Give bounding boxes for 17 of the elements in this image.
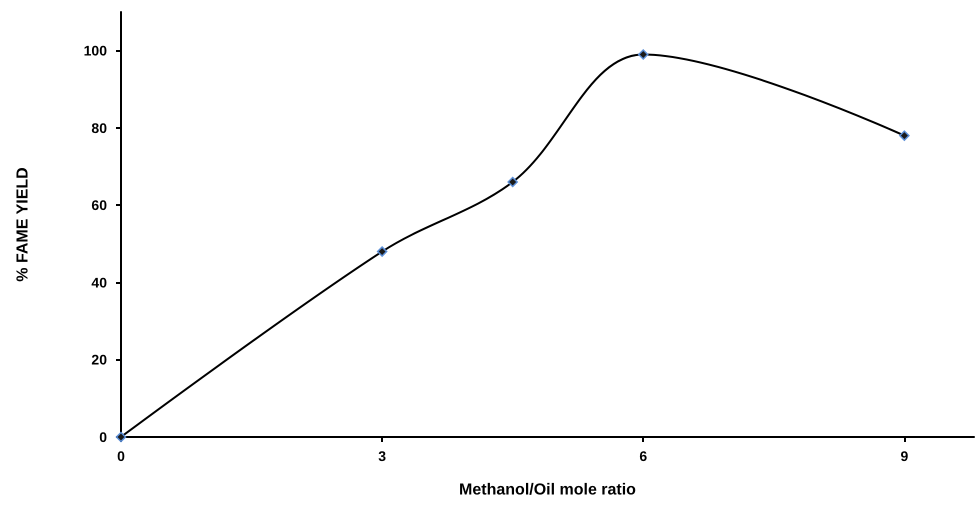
x-tick-label: 3 xyxy=(378,448,386,464)
y-tick-label: 60 xyxy=(91,197,108,214)
y-tick-label: 0 xyxy=(99,429,108,445)
y-tick-label: 40 xyxy=(91,274,108,290)
point xyxy=(376,246,388,257)
x-axis-title: Methanol/Oil mole ratio xyxy=(459,482,636,498)
y-axis-title: % FAME YIELD xyxy=(14,167,32,282)
x-tick-label: 0 xyxy=(117,448,126,464)
x-tick-label: 6 xyxy=(639,448,648,464)
point xyxy=(899,130,910,141)
y-tick-label: 80 xyxy=(91,120,108,136)
point xyxy=(638,49,648,60)
point xyxy=(116,432,126,442)
y-tick-label: 20 xyxy=(91,352,108,368)
point xyxy=(507,176,518,188)
y-tick-label: 100 xyxy=(84,42,108,59)
x-tick-label: 9 xyxy=(900,448,908,464)
